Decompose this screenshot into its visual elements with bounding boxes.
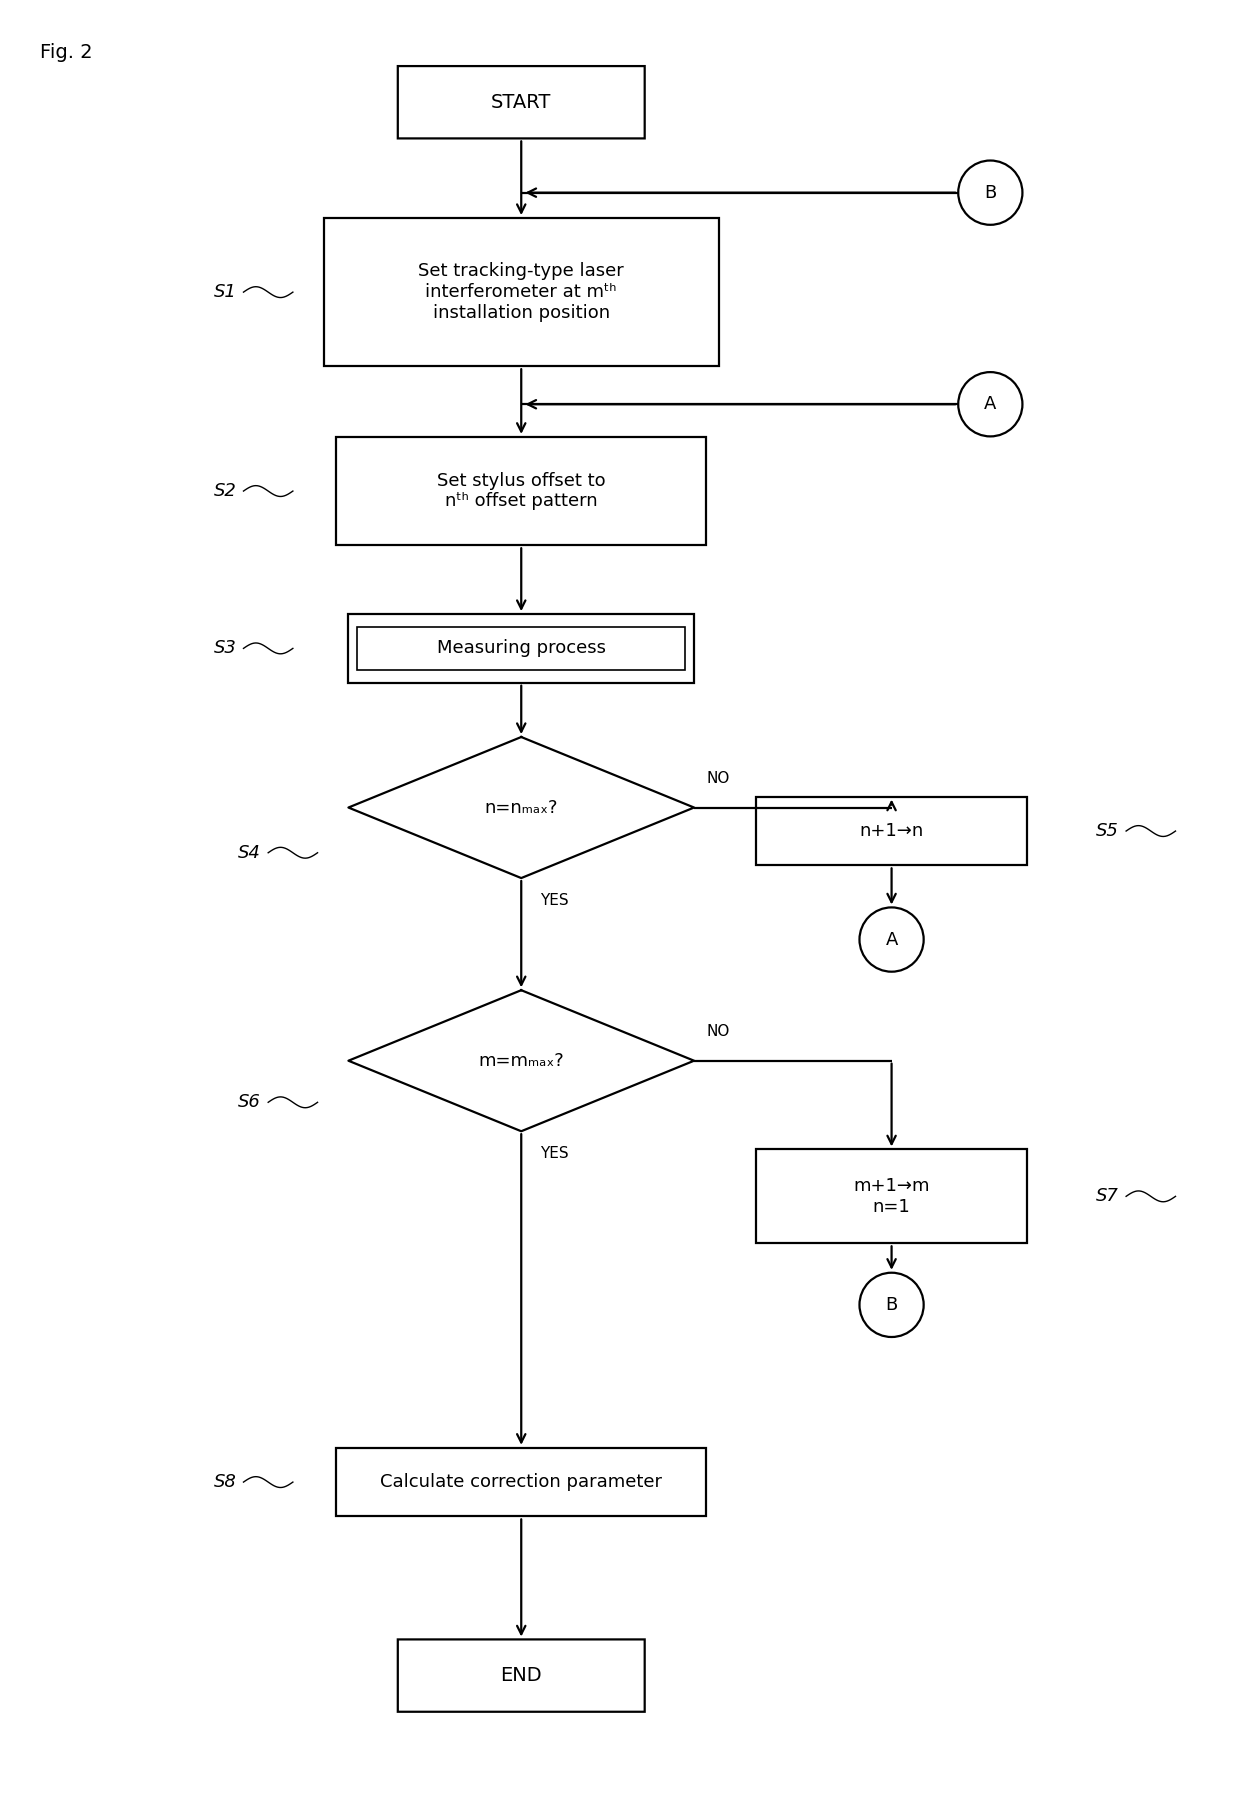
Text: YES: YES [539, 892, 568, 907]
FancyBboxPatch shape [756, 796, 1028, 865]
Text: S1: S1 [213, 283, 237, 301]
Text: NO: NO [707, 1025, 730, 1039]
Text: A: A [985, 395, 997, 414]
Text: S7: S7 [1096, 1188, 1118, 1204]
FancyBboxPatch shape [336, 1448, 707, 1517]
Text: S8: S8 [213, 1473, 237, 1491]
Text: Calculate correction parameter: Calculate correction parameter [381, 1473, 662, 1491]
Text: Measuring process: Measuring process [436, 639, 606, 657]
Text: n+1→n: n+1→n [859, 822, 924, 840]
Text: START: START [491, 93, 552, 112]
Text: Fig. 2: Fig. 2 [40, 42, 93, 62]
FancyBboxPatch shape [348, 613, 694, 682]
Text: m=mₘₐₓ?: m=mₘₐₓ? [479, 1052, 564, 1070]
Text: YES: YES [539, 1146, 568, 1161]
Polygon shape [348, 736, 694, 878]
Text: END: END [501, 1665, 542, 1685]
Text: B: B [985, 183, 997, 201]
Text: Set stylus offset to
nᵗʰ offset pattern: Set stylus offset to nᵗʰ offset pattern [436, 472, 605, 510]
FancyBboxPatch shape [398, 65, 645, 138]
Text: S3: S3 [213, 639, 237, 657]
FancyBboxPatch shape [756, 1150, 1028, 1243]
Text: S5: S5 [1096, 822, 1118, 840]
Text: S4: S4 [238, 844, 262, 862]
Text: A: A [885, 931, 898, 949]
Ellipse shape [859, 907, 924, 972]
Text: S6: S6 [238, 1094, 262, 1112]
Text: B: B [885, 1295, 898, 1313]
Ellipse shape [859, 1273, 924, 1337]
Ellipse shape [959, 160, 1023, 225]
FancyBboxPatch shape [336, 437, 707, 546]
Text: m+1→m
n=1: m+1→m n=1 [853, 1177, 930, 1215]
Ellipse shape [959, 372, 1023, 437]
Polygon shape [348, 990, 694, 1132]
Text: NO: NO [707, 771, 730, 785]
Text: n=nₘₐₓ?: n=nₘₐₓ? [485, 798, 558, 816]
FancyBboxPatch shape [324, 218, 719, 366]
FancyBboxPatch shape [398, 1640, 645, 1712]
Text: Set tracking-type laser
interferometer at mᵗʰ
installation position: Set tracking-type laser interferometer a… [418, 263, 624, 321]
Text: S2: S2 [213, 483, 237, 501]
